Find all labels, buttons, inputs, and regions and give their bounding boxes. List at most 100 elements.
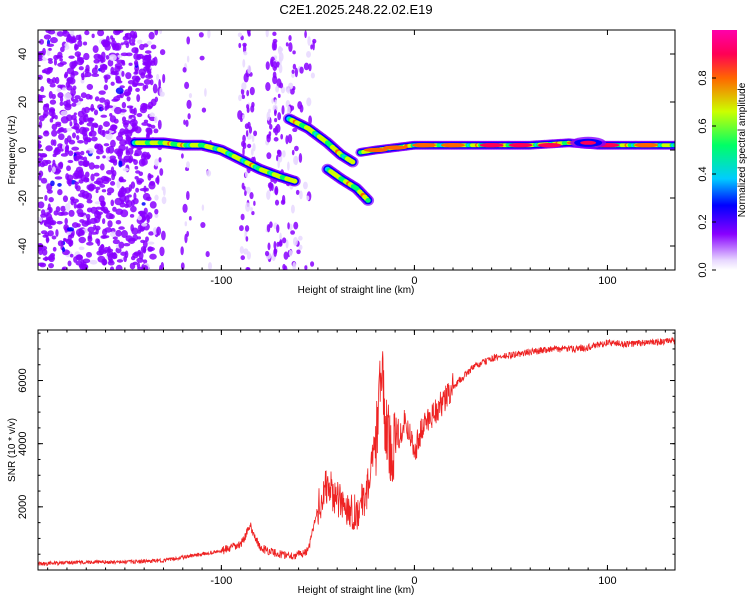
spectrogram-noise-blob xyxy=(310,44,313,50)
spectrogram-noise-blob xyxy=(45,235,50,244)
spectrogram-noise-blob xyxy=(247,64,252,74)
spectrogram-noise-blob xyxy=(57,189,63,196)
spectrogram-noise-blob xyxy=(79,219,85,223)
spectrogram-noise-blob xyxy=(250,207,253,212)
spectrogram-noise-blob xyxy=(115,264,123,270)
spectrogram-noise-blob xyxy=(106,156,111,161)
snr-axes: -100 0 100 2000 4000 6000 xyxy=(17,330,675,587)
spectrogram-xtick-label: 100 xyxy=(598,275,616,287)
spectrogram-noise-blob xyxy=(60,110,68,116)
spectrogram-noise-blob xyxy=(91,136,98,142)
spectrogram-noise-blob xyxy=(78,171,83,179)
spectrogram-noise-blob xyxy=(42,47,46,56)
spectrogram-noise-blob xyxy=(143,54,151,62)
spectrogram-noise-blob xyxy=(130,158,136,162)
spectrogram-noise-blob xyxy=(86,150,90,154)
spectrogram-noise-blob xyxy=(286,87,291,94)
spectrogram-noise-blob xyxy=(274,187,278,195)
spectrogram-noise-blob xyxy=(245,202,251,212)
spectrogram-noise-blob xyxy=(115,219,122,225)
spectrogram-noise-blob xyxy=(38,201,45,209)
spectrogram-noise-blob xyxy=(302,181,308,190)
spectrogram-noise-blob xyxy=(78,160,84,166)
spectrogram-noise-blob xyxy=(100,200,106,207)
spectrogram-noise-blob xyxy=(113,118,119,124)
spectrogram-noise-blob xyxy=(131,75,139,81)
spectrogram-noise-blob xyxy=(112,239,120,245)
spectrogram-noise-blob xyxy=(40,213,47,218)
spectrogram-noise-blob xyxy=(201,107,207,113)
spectrogram-noise-blob xyxy=(82,215,87,219)
spectrogram-noise-blob xyxy=(142,259,148,264)
snr-xtick-label: 0 xyxy=(411,575,417,587)
spectrogram-noise-blob xyxy=(296,249,301,255)
spectrogram-noise-blob xyxy=(290,230,296,235)
spectrogram-noise-blob xyxy=(118,226,125,230)
spectrogram-noise-blob xyxy=(123,122,129,129)
spectrogram-noise-blob xyxy=(110,158,114,163)
spectrogram-noise-blob xyxy=(136,82,145,86)
spectrogram-noise-blob xyxy=(288,35,292,42)
spectrogram-noise-blob xyxy=(117,131,123,137)
spectrogram-noise-blob xyxy=(98,90,106,95)
spectrogram-noise-blob xyxy=(103,143,110,147)
spectrogram-noise-blob xyxy=(83,176,89,183)
spectrogram-noise-blob xyxy=(306,195,310,201)
spectrogram-noise-blob xyxy=(304,30,307,39)
spectrogram-noise-blob xyxy=(57,51,63,58)
spectrogram-noise-blob xyxy=(108,54,117,61)
spectrogram-noise-blob xyxy=(158,78,161,89)
spectrogram-noise-blob xyxy=(51,235,57,240)
spectrogram-noise-blob xyxy=(55,206,61,213)
spectrogram-noise-blob xyxy=(245,236,249,242)
spectrogram-noise-blob xyxy=(131,36,136,44)
spectrogram-noise-blob xyxy=(127,125,133,131)
spectrogram-noise-blob xyxy=(115,87,124,95)
spectrogram-noise-blob xyxy=(142,246,147,254)
spectrogram-noise-blob xyxy=(86,199,93,204)
spectrogram-noise-blob xyxy=(89,259,98,265)
spectrogram-noise-blob xyxy=(155,177,160,184)
spectrogram-noise-blob xyxy=(273,241,277,250)
spectrogram-noise-blob xyxy=(186,161,190,169)
spectrogram-noise-blob xyxy=(142,103,148,107)
spectrogram-noise-blob xyxy=(281,105,285,115)
spectrogram-noise-blob xyxy=(206,169,212,177)
spectrogram-noise-blob xyxy=(68,240,74,247)
spectrogram-noise-blob xyxy=(142,240,148,249)
spectrogram-noise-blob xyxy=(139,227,145,231)
spectrogram-noise-blob xyxy=(77,39,83,48)
flat-branch-hotspot xyxy=(508,143,533,148)
spectrogram-noise-blob xyxy=(182,203,188,213)
spectrogram-noise-blob xyxy=(253,130,258,137)
spectrogram-noise-blob xyxy=(143,207,148,215)
flat-branch-hotspot xyxy=(441,143,466,148)
spectrogram-noise-blob xyxy=(99,97,106,103)
spectrogram-noise-blob xyxy=(78,179,84,184)
spectrogram-noise-blob xyxy=(38,120,43,129)
spectrogram-noise-blob xyxy=(157,119,162,130)
spectrogram-noise-blob xyxy=(94,201,101,205)
spectrogram-noise-blob xyxy=(244,190,247,197)
spectrogram-xtick-label: -100 xyxy=(210,275,232,287)
spectrogram-noise-blob xyxy=(126,96,131,102)
spectrogram-noise-blob xyxy=(85,93,91,100)
spectrogram-noise-blob xyxy=(116,180,121,189)
spectrogram-noise-blob xyxy=(241,82,247,91)
spectrogram-noise-blob xyxy=(56,87,62,93)
spectrogram-noise-blob xyxy=(93,164,100,169)
spectrogram-noise-blob xyxy=(76,223,81,228)
spectrogram-noise-blob xyxy=(127,86,132,92)
spectrogram-noise-blob xyxy=(155,73,160,81)
spectrogram-noise-blob xyxy=(266,190,271,200)
spectrogram-noise-blob xyxy=(129,42,136,46)
spectrogram-noise-blob xyxy=(153,56,158,66)
spectrogram-noise-blob xyxy=(60,153,68,157)
spectrogram-noise-blob xyxy=(242,59,246,68)
spectrogram-noise-blob xyxy=(204,88,207,97)
spectrogram-noise-blob xyxy=(149,180,156,186)
spectrogram-noise-blob xyxy=(148,31,155,40)
spectrogram-noise-blob xyxy=(65,173,70,181)
spectrogram-noise-blob xyxy=(241,114,245,120)
spectrogram-noise-blob xyxy=(100,66,106,73)
